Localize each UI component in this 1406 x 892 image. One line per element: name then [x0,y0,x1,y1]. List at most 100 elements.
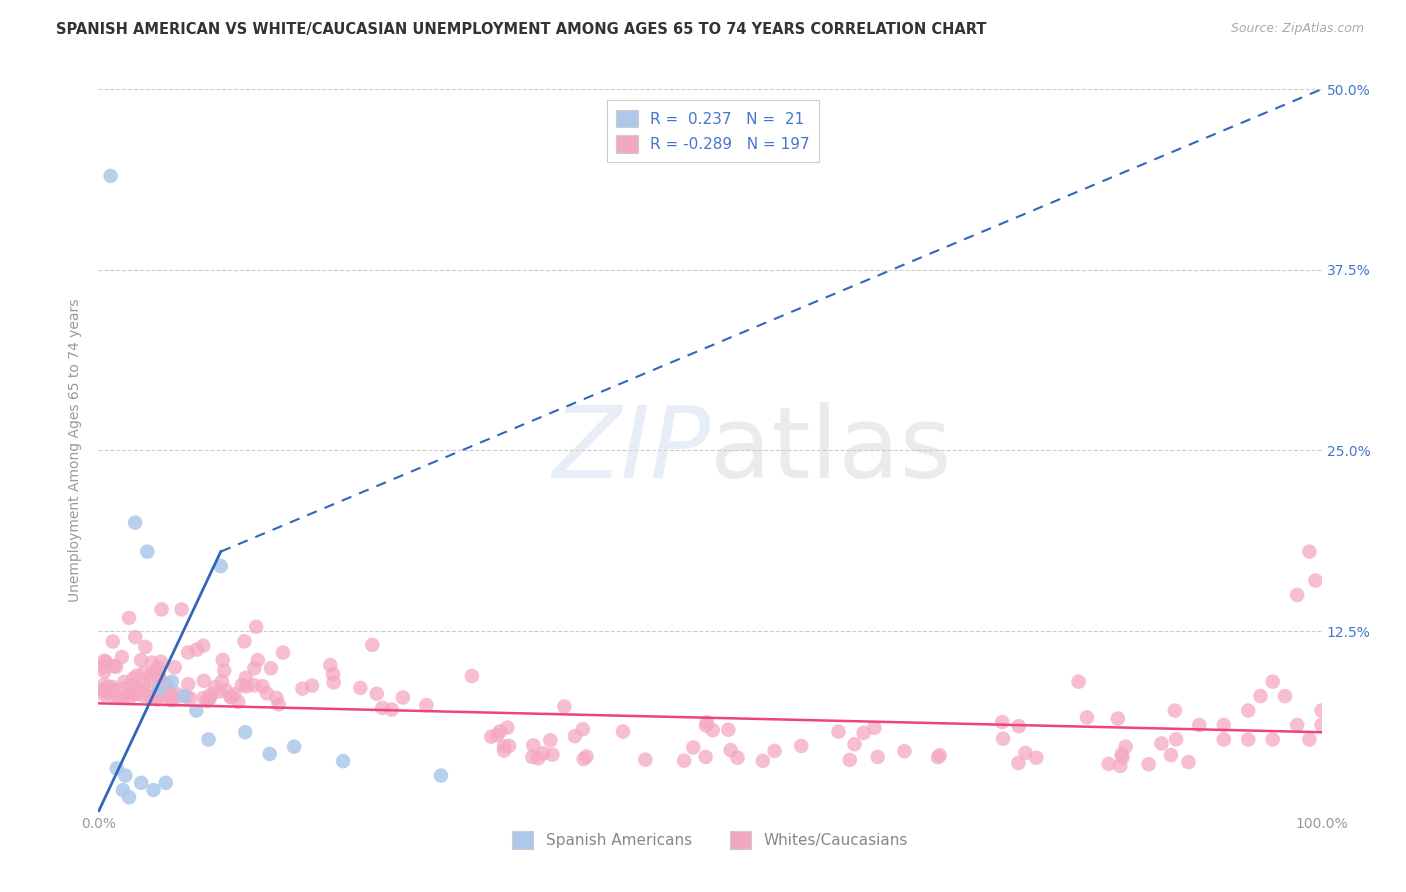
Point [893,744,915,758]
Point [101,689,124,703]
Point [97,680,120,694]
Point [141,685,163,699]
Point [118,790,141,805]
Point [717,723,740,737]
Point [148,680,170,694]
Point [195,694,218,708]
Point [146,689,169,703]
Point [267,698,290,712]
Point [1111,750,1133,764]
Point [790,739,813,753]
Point [695,718,717,732]
Point [110,690,132,704]
Point [163,693,186,707]
Point [208,684,231,698]
Point [114,681,136,695]
Point [193,690,215,705]
Point [150,602,173,616]
Point [129,776,152,790]
Point [118,685,141,699]
Point [496,721,519,735]
Point [1164,704,1187,718]
Point [149,681,172,696]
Point [696,715,718,730]
Point [1237,704,1260,718]
Point [486,728,509,742]
Point [160,693,183,707]
Point [186,704,208,718]
Point [93,654,115,668]
Point [121,678,143,692]
Point [114,769,136,783]
Point [682,740,704,755]
Point [727,750,749,764]
Point [143,689,166,703]
Point [1166,732,1188,747]
Point [152,678,174,692]
Point [211,653,233,667]
Point [141,656,163,670]
Point [498,739,520,753]
Point [111,650,134,665]
Point [243,661,266,675]
Point [489,724,512,739]
Point [371,701,394,715]
Point [572,723,595,737]
Point [1115,739,1137,754]
Point [101,682,124,697]
Point [1160,747,1182,762]
Point [112,690,135,704]
Point [673,754,696,768]
Point [243,678,266,692]
Point [107,690,129,704]
Point [94,681,117,696]
Point [1212,718,1234,732]
Point [209,559,232,574]
Point [1261,732,1284,747]
Point [96,684,118,698]
Point [160,689,183,703]
Point [111,783,134,797]
Point [149,655,172,669]
Point [131,685,153,699]
Point [392,690,415,705]
Point [266,690,288,705]
Point [1008,719,1031,733]
Point [863,721,886,735]
Point [461,669,484,683]
Point [763,744,786,758]
Point [101,634,124,648]
Point [128,681,150,695]
Point [163,660,186,674]
Point [553,699,575,714]
Point [235,671,257,685]
Point [1298,544,1320,558]
Point [1076,710,1098,724]
Point [93,688,115,702]
Point [271,646,294,660]
Point [361,638,384,652]
Point [1177,755,1199,769]
Point [124,685,146,699]
Point [231,678,253,692]
Point [155,676,177,690]
Point [838,753,860,767]
Point [193,673,215,688]
Point [494,739,516,754]
Point [165,687,187,701]
Point [522,750,544,764]
Point [125,668,148,682]
Point [538,733,561,747]
Point [124,688,146,702]
Point [575,749,598,764]
Point [124,630,146,644]
Point [1067,674,1090,689]
Point [149,690,172,704]
Point [174,690,197,704]
Point [1274,689,1296,703]
Point [139,668,162,682]
Point [844,737,866,751]
Point [148,668,170,682]
Point [1261,674,1284,689]
Point [224,687,246,701]
